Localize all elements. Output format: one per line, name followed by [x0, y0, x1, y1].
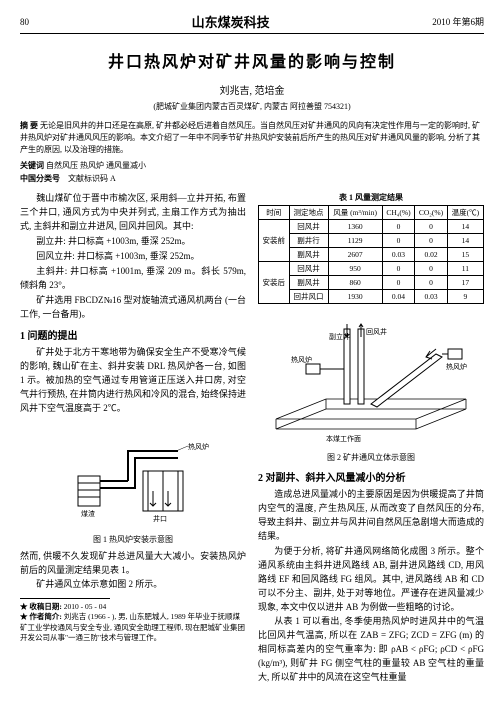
keywords-text: 自然风压 热风炉 通风量减小 [46, 161, 146, 170]
section-heading-1: 1 问题的提出 [20, 327, 246, 342]
td: 0 [382, 262, 415, 276]
th: 风量 (m³/min) [328, 206, 382, 220]
td: 0.04 [382, 290, 415, 304]
para: 回风立井: 井口标高 +1003m, 垂深 252m。 [20, 250, 246, 264]
td: 14 [447, 220, 483, 234]
classification: 中国分类号 文献标识码 A [20, 173, 484, 184]
para: 矿井选用 FBCDZ№16 型对旋轴流式通风机两台 (一台工作, 一台备用)。 [20, 294, 246, 322]
para: 魏山煤矿位于晋中市榆次区, 采用斜—立井开拓, 布置三个井口, 通风方式为中央并… [20, 192, 246, 234]
td: 9 [447, 290, 483, 304]
para: 矿井通风立体示意如图 2 所示。 [20, 578, 246, 592]
footnote-date-value: 2010 - 05 - 04 [64, 602, 107, 611]
td: 回风井 [289, 262, 328, 276]
td: 回井风口 [289, 290, 328, 304]
class-code: 文献标识码 A [68, 174, 116, 183]
td: 1930 [328, 290, 382, 304]
th: 时间 [259, 206, 290, 220]
td: 0 [415, 276, 448, 290]
td: 11 [447, 262, 483, 276]
th: 温度(℃) [447, 206, 483, 220]
section-heading-2: 2 对副井、斜井入风量减小的分析 [258, 469, 484, 484]
fig2-label: 热风炉 [291, 355, 312, 364]
journal-title: 山东煤炭科技 [192, 12, 270, 31]
td: 0 [382, 276, 415, 290]
fig2-label: 本煤工作面 [326, 434, 361, 443]
footnote-date-label: ★ 收稿日期: [20, 602, 62, 611]
fig1-label-shaft: 井口 [153, 514, 167, 523]
class-label: 中国分类号 [20, 174, 60, 183]
td: 0.02 [415, 248, 448, 262]
para: 然而, 供暖不久发现矿井总进风量大大减小。安装热风炉前后的风量测定结果见表 1。 [20, 550, 246, 578]
td: 15 [447, 248, 483, 262]
td: 回风井 [289, 220, 328, 234]
fig1-label-fan: 热风炉 [188, 442, 209, 451]
figure-2-caption: 图 2 矿井通风立体示意图 [258, 452, 484, 463]
para: 矿井处于北方干寒地带为确保安全生产不受寒冷气候的影响, 魏山矿在主、斜井安装 D… [20, 346, 246, 416]
figure-2: 热风炉 副立井 回风井 热风炉 本煤工作面 [258, 309, 484, 449]
fig1-label-stove: 煤渣 [81, 509, 95, 518]
table-1-caption: 表 1 风量测定结果 [258, 192, 484, 203]
affiliation: (肥城矿业集团内蒙古百灵煤矿, 内蒙古 阿拉善盟 754321) [20, 101, 484, 112]
td: 14 [447, 234, 483, 248]
td: 950 [328, 262, 382, 276]
td: 0 [382, 220, 415, 234]
td: 17 [447, 276, 483, 290]
th: 测定地点 [289, 206, 328, 220]
td: 0.03 [382, 248, 415, 262]
td: 0 [415, 262, 448, 276]
footnote-date: ★ 收稿日期: 2010 - 05 - 04 [20, 602, 246, 613]
footnote-author: ★ 作者简介: 刘兆吉 (1966 - ), 男, 山东肥城人, 1989 年毕… [20, 612, 246, 644]
keywords-label: 关键词 [20, 161, 44, 170]
para: 副立井: 井口标高 +1003m, 垂深 252m。 [20, 235, 246, 249]
issue-info: 2010 年第6期 [432, 15, 484, 28]
th: CH₄(%) [382, 206, 415, 220]
td: 0 [415, 234, 448, 248]
th: CO₂(%) [415, 206, 448, 220]
fig2-label: 回风井 [366, 327, 387, 336]
td: 860 [328, 276, 382, 290]
abstract-label: 摘 要 [20, 121, 38, 130]
fig2-label: 热风炉 [446, 362, 467, 371]
td: 2607 [328, 248, 382, 262]
abstract: 摘 要 无论是旧风井的井口还是在高原, 矿井都必经后进着自然风压。当自然风压对矿… [20, 120, 484, 156]
page-number: 80 [20, 17, 29, 27]
right-column: 表 1 风量测定结果 时间 测定地点 风量 (m³/min) CH₄(%) CO… [258, 192, 484, 686]
td: 副风井 [289, 276, 328, 290]
td: 0 [382, 234, 415, 248]
td: 0.03 [415, 290, 448, 304]
td: 副风井 [289, 248, 328, 262]
td: 安装后 [259, 262, 290, 304]
keywords: 关键词 自然风压 热风炉 通风量减小 [20, 160, 484, 171]
td: 1360 [328, 220, 382, 234]
table-1: 时间 测定地点 风量 (m³/min) CH₄(%) CO₂(%) 温度(℃) … [258, 205, 484, 304]
abstract-text: 无论是旧风井的井口还是在高原, 矿井都必经后进着自然风压。当自然风压对矿井通风的… [20, 121, 480, 154]
para: 为便于分析, 将矿井通风网络简化成图 3 所示。整个通风系统由主斜井进风路线 A… [258, 545, 484, 615]
para: 主斜井: 井口标高 +1001m, 垂深 209 m。斜长 579m, 倾斜角 … [20, 265, 246, 293]
authors: 刘兆吉, 范培金 [20, 82, 484, 97]
left-column: 魏山煤矿位于晋中市榆次区, 采用斜—立井开拓, 布置三个井口, 通风方式为中央并… [20, 192, 246, 686]
td: 副井行 [289, 234, 328, 248]
page-header: 80 山东煤炭科技 2010 年第6期 [20, 12, 484, 34]
footnote-author-label: ★ 作者简介: [20, 612, 62, 621]
figure-1: 煤渣 热风炉 井口 [20, 421, 246, 531]
figure-1-caption: 图 1 热风炉安装示意图 [20, 534, 246, 545]
fig2-label: 副立井 [329, 332, 350, 341]
td: 1129 [328, 234, 382, 248]
para: 从表 1 可以看出, 冬季使用热风炉时进风井中的气温比回风井气温高, 所以在 Z… [258, 615, 484, 685]
td: 安装前 [259, 220, 290, 262]
para: 造成总进风量减小的主要原因是因为供暖提高了井筒内空气的温度, 产生热风压, 从而… [258, 488, 484, 544]
td: 0 [415, 220, 448, 234]
article-title: 井口热风炉对矿井风量的影响与控制 [20, 48, 484, 72]
